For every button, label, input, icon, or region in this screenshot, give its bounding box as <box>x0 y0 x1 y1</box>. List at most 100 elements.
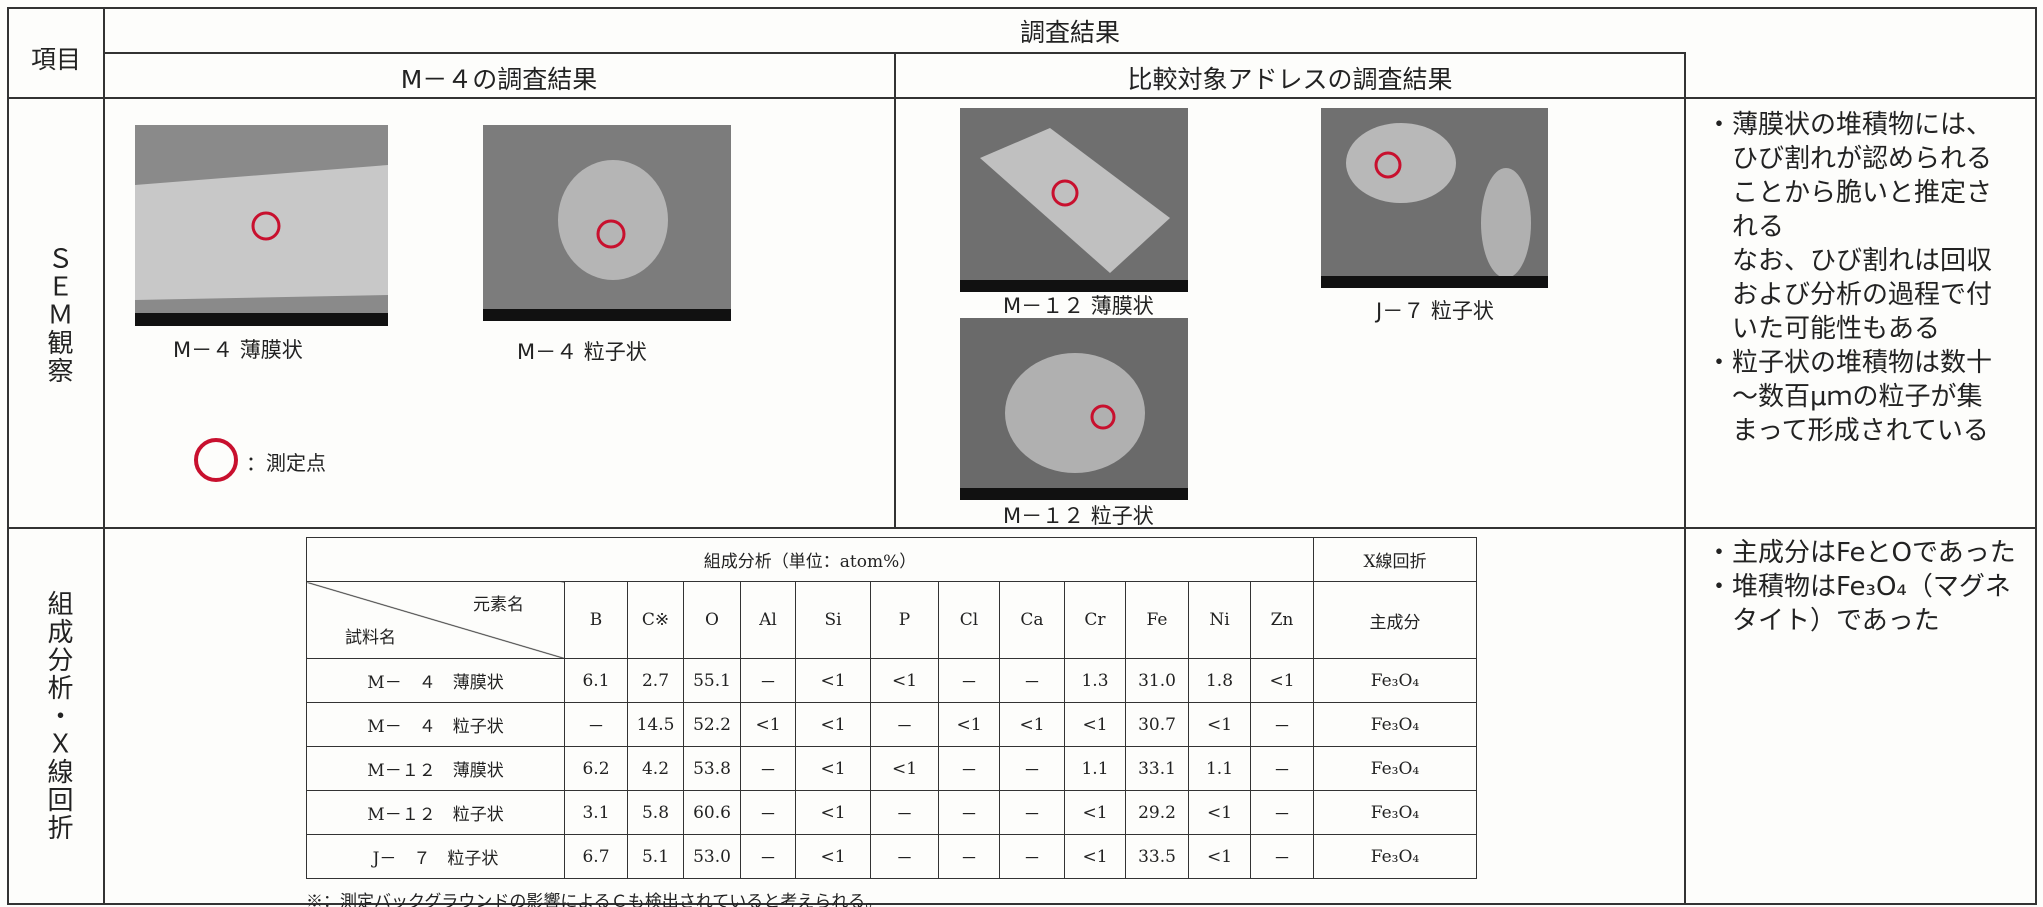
row-label: 組成分析・Ｘ線回折 <box>43 590 73 842</box>
sample-header: 試料名 <box>345 628 396 648</box>
border <box>2035 7 2037 905</box>
cell: 6.2 <box>564 746 628 791</box>
cell: <1 <box>795 702 871 747</box>
cell: <1 <box>1064 702 1126 747</box>
element-header: 元素名 <box>473 595 524 615</box>
cell: － <box>999 834 1065 879</box>
cell: 60.6 <box>683 790 741 835</box>
element-header: Ni <box>1188 581 1251 659</box>
composition-notes: ・主成分はFeとOであった・堆積物はFe₃O₄（マグネタイト）であった <box>1706 536 2026 638</box>
cell: Fe₃O₄ <box>1313 658 1477 703</box>
cell: － <box>740 658 796 703</box>
cell: <1 <box>795 658 871 703</box>
sample-name: M－１２ 粒子状 <box>306 790 565 835</box>
image-caption: M－４ 粒子状 <box>517 340 647 364</box>
cell: － <box>999 746 1065 791</box>
border <box>1684 52 1686 905</box>
cell: － <box>1250 702 1314 747</box>
cell: 33.5 <box>1125 834 1189 879</box>
element-header: O <box>683 581 741 659</box>
cell: Fe₃O₄ <box>1313 834 1477 879</box>
sample-name: J－ ７ 粒子状 <box>306 834 565 879</box>
cell: － <box>938 746 1000 791</box>
cell: 52.2 <box>683 702 741 747</box>
cell: － <box>1250 790 1314 835</box>
cell: <1 <box>1188 834 1251 879</box>
image-caption: M－４ 薄膜状 <box>173 338 303 362</box>
note: ・主成分はFeとOであった <box>1706 538 2016 568</box>
cell: － <box>999 658 1065 703</box>
cell: Fe₃O₄ <box>1313 790 1477 835</box>
cell: <1 <box>795 746 871 791</box>
element-header: C※ <box>627 581 684 659</box>
border <box>7 97 2037 99</box>
cell: 53.0 <box>683 834 741 879</box>
cell: － <box>870 790 939 835</box>
table-row: M－ ４ 薄膜状 6.1 2.7 55.1 － <1 <1 －－ 1.3 31.0 1.8 <1 Fe₃… <box>306 658 1477 703</box>
cell: <1 <box>1064 790 1126 835</box>
legend-marker <box>194 438 238 482</box>
cell: <1 <box>795 834 871 879</box>
header-compare: 比較対象アドレスの調査結果 <box>1127 65 1453 94</box>
cell: 6.7 <box>564 834 628 879</box>
element-header: Ca <box>999 581 1065 659</box>
cell: － <box>564 702 628 747</box>
cell: 5.8 <box>627 790 684 835</box>
element-header: Zn <box>1250 581 1314 659</box>
cell: <1 <box>795 790 871 835</box>
main-header: 主成分 <box>1313 581 1477 659</box>
cell: <1 <box>1188 790 1251 835</box>
element-header: Si <box>795 581 871 659</box>
note: ・堆積物はFe₃O₄（マグネタイト）であった <box>1706 572 2011 636</box>
cell: － <box>938 790 1000 835</box>
border <box>7 7 2037 9</box>
cell: Fe₃O₄ <box>1313 746 1477 791</box>
table-row: M－ ４ 粒子状－ 14.5 52.2 <1 <1 － <1 <1 <1 30.7 <1 － Fe₃O₄ <box>306 702 1477 747</box>
note: なお、ひび割れは回収および分析の過程で付いた可能性もある <box>1732 246 1993 344</box>
table-row: 組成分析（単位：atom%） X線回折 <box>306 537 1477 582</box>
border <box>7 7 9 905</box>
sample-name: M－ ４ 薄膜状 <box>306 658 565 703</box>
cell: 1.3 <box>1064 658 1126 703</box>
image-caption: M－１２ 薄膜状 <box>1003 294 1154 318</box>
border <box>7 527 2037 529</box>
cell: 1.1 <box>1188 746 1251 791</box>
image-caption: M－１２ 粒子状 <box>1003 504 1154 528</box>
note: ・薄膜状の堆積物には、ひび割れが認められることから脆いと推定される <box>1706 110 1993 242</box>
cell: 55.1 <box>683 658 741 703</box>
cell: 3.1 <box>564 790 628 835</box>
cell: 53.8 <box>683 746 741 791</box>
cell: － <box>870 834 939 879</box>
cell: 31.0 <box>1125 658 1189 703</box>
table-row: J－ ７ 粒子状 6.7 5.1 53.0 － <1 －－－ <1 33.5 <1 － Fe₃O₄ <box>306 834 1477 879</box>
cell: － <box>1250 746 1314 791</box>
cell: 14.5 <box>627 702 684 747</box>
cell: <1 <box>870 746 939 791</box>
composition-table: 組成分析（単位：atom%） X線回折 元素名 試料名 B C※ O Al Si P Cl Ca Cr F… <box>306 537 1477 879</box>
cell: <1 <box>1188 702 1251 747</box>
header-results: 調査結果 <box>1019 18 1120 47</box>
sem-image <box>135 125 388 326</box>
sample-name: M－１２ 薄膜状 <box>306 746 565 791</box>
element-header: B <box>564 581 628 659</box>
corner-cell: 元素名試料名 <box>306 581 565 659</box>
cell: － <box>740 746 796 791</box>
cell: 2.7 <box>627 658 684 703</box>
table-row: 元素名 試料名 B C※ O Al Si P Cl Ca Cr Fe Ni Zn 主成分 <box>306 581 1477 659</box>
element-header: Cr <box>1064 581 1126 659</box>
element-header: P <box>870 581 939 659</box>
element-header: Cl <box>938 581 1000 659</box>
cell: － <box>1250 834 1314 879</box>
cell: 29.2 <box>1125 790 1189 835</box>
cell: 1.1 <box>1064 746 1126 791</box>
cell: 4.2 <box>627 746 684 791</box>
cell: Fe₃O₄ <box>1313 702 1477 747</box>
cell: 33.1 <box>1125 746 1189 791</box>
header-item: 項目 <box>30 45 81 74</box>
sem-image <box>960 318 1188 500</box>
cell: <1 <box>870 658 939 703</box>
cell: － <box>740 834 796 879</box>
table-row: M－１２ 薄膜状 6.2 4.2 53.8 － <1 <1 －－ 1.1 33.1 1.1 － Fe₃O… <box>306 746 1477 791</box>
cell: － <box>740 790 796 835</box>
